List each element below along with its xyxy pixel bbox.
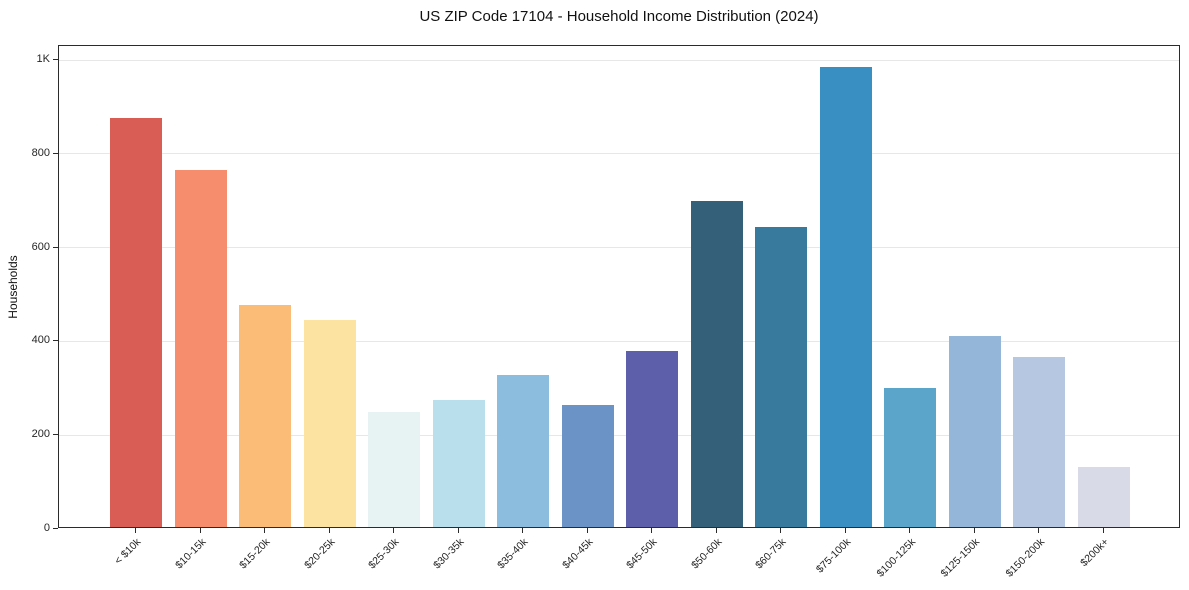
x-tick-mark (135, 528, 136, 533)
bar (303, 320, 356, 527)
y-tick-mark (53, 246, 58, 248)
y-tick-mark (53, 434, 58, 436)
bar (819, 67, 872, 527)
y-tick-label: 200 (31, 428, 50, 441)
x-tick-mark (844, 528, 846, 533)
bar (174, 169, 227, 527)
x-tick-mark (909, 528, 911, 533)
x-tick-mark (522, 528, 524, 533)
gridline (59, 247, 1179, 249)
y-tick-label: 600 (31, 240, 50, 253)
bar (626, 351, 679, 527)
x-tick-label: $200k+ (1078, 536, 1112, 570)
x-tick-mark (973, 528, 975, 533)
y-tick-label: 0 (43, 522, 50, 534)
x-tick-mark (199, 528, 201, 533)
x-tick-mark (328, 528, 330, 533)
y-tick-mark (53, 340, 58, 342)
bar (368, 412, 421, 527)
plot-area (58, 45, 1180, 528)
y-tick-label: 1K (36, 53, 50, 66)
y-tick-label: 800 (31, 146, 50, 159)
y-tick-mark (53, 59, 58, 61)
bar (239, 304, 292, 527)
bar (755, 226, 808, 527)
x-tick-mark (457, 528, 459, 533)
x-tick-mark (651, 528, 653, 533)
gridline (59, 340, 1179, 342)
x-tick-mark (586, 528, 588, 533)
bar (432, 399, 485, 527)
bar (497, 375, 550, 527)
bar (561, 405, 614, 527)
gridline (59, 434, 1179, 436)
x-tick-mark (393, 528, 395, 533)
x-tick-mark (264, 528, 266, 533)
x-tick-mark (1038, 528, 1040, 533)
x-tick-mark (1103, 528, 1104, 533)
y-tick-label: 400 (31, 334, 50, 347)
bar (884, 388, 937, 527)
bar (1078, 466, 1130, 527)
gridline (59, 153, 1179, 155)
y-tick-mark (53, 152, 58, 154)
bar (690, 201, 743, 527)
bar (110, 118, 162, 527)
x-tick-mark (780, 528, 782, 533)
bar (1013, 357, 1066, 527)
bar (948, 336, 1001, 527)
x-tick-mark (715, 528, 717, 533)
chart-title: US ZIP Code 17104 - Household Income Dis… (419, 8, 819, 25)
y-tick-mark (53, 528, 58, 529)
gridline (59, 59, 1179, 61)
